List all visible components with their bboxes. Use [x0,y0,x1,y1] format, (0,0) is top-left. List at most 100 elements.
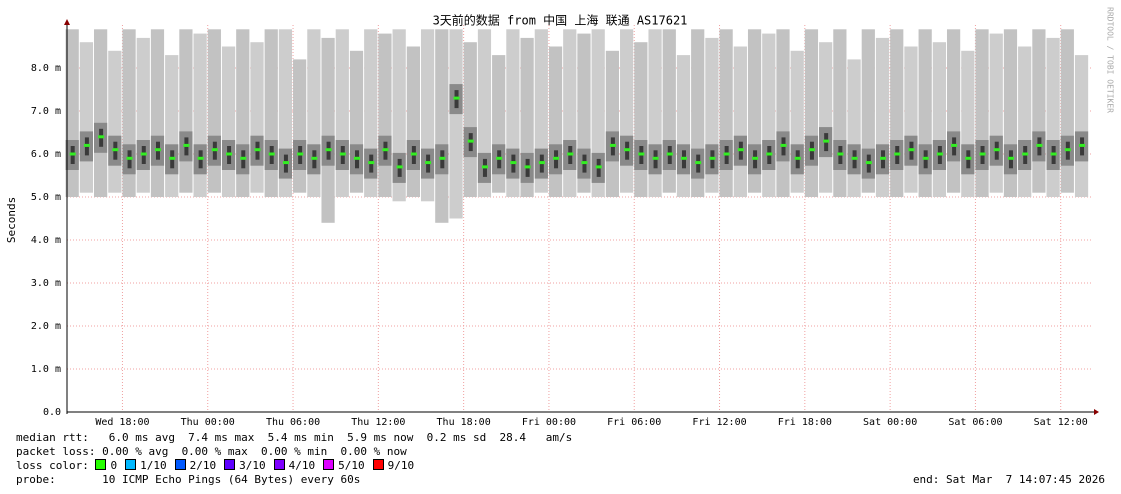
smoke [179,29,193,193]
smoke [620,29,634,193]
smoke [65,29,79,197]
x-tick-label: Sat 12:00 [1034,417,1088,428]
smoke [989,33,1003,193]
smoke [932,42,946,198]
watermark: RRDTOOL / TOBI OETIKER [1106,7,1115,113]
plot [65,29,1089,223]
median [695,161,702,165]
smoke [378,33,392,197]
median [538,161,545,165]
smoke [733,46,747,197]
y-axis-label: Seconds [5,197,18,243]
median [908,148,915,152]
y-tick-label: 0.0 [43,407,61,418]
median [69,152,76,156]
x-tick-label: Thu 18:00 [437,417,491,428]
loss-label: 5/10 [338,459,365,472]
median [254,148,261,152]
x-tick-label: Fri 06:00 [607,417,661,428]
smoke [1018,46,1032,197]
y-tick-label: 5.0 m [31,192,61,203]
loss-swatch [224,459,236,470]
median [723,152,730,156]
median [126,156,133,160]
median [410,152,417,156]
median [297,152,304,156]
median [154,148,161,152]
median [965,156,972,160]
median [709,156,716,160]
packet-loss: packet loss: 0.00 % avg 0.00 % max 0.00 … [16,445,407,458]
median [880,156,887,160]
smoke [1074,55,1089,197]
median [752,156,759,160]
median [339,152,346,156]
smoke [293,59,307,193]
median [638,152,645,156]
smoke [449,29,463,219]
smoke [676,55,691,197]
smoke [1046,37,1060,198]
median [936,152,943,156]
median [780,143,787,147]
smoke [833,29,847,197]
median [112,148,119,152]
median [652,156,659,160]
smoke [776,29,790,197]
median [496,156,503,160]
median [794,156,801,160]
median [1079,143,1086,147]
smoke [79,42,94,193]
median [922,156,929,160]
loss-label: 0 [110,459,118,472]
smoke [1032,29,1046,193]
median [951,143,958,147]
median [737,148,744,152]
smoke [264,29,278,197]
y-tick-label: 8.0 m [31,63,61,74]
median [1050,152,1057,156]
x-tick-label: Fri 12:00 [692,417,746,428]
median [453,96,460,100]
loss-swatch [273,459,285,470]
loss-swatch [95,459,107,470]
median [240,156,247,160]
y-tick-label: 1.0 m [31,364,61,375]
loss-swatch [323,459,335,470]
smoke [207,29,221,193]
median [567,152,574,156]
y-tick-label: 3.0 m [31,278,61,289]
median [808,148,815,152]
end-time: end: Sat Mar 7 14:07:45 2026 [912,473,1105,486]
loss-label: 4/10 [288,459,316,472]
median [595,165,602,169]
median [311,156,318,160]
median [666,152,673,156]
smoke [563,29,577,197]
loss-color: loss color: 0 1/10 2/10 3/10 4/10 5/10 9/10 [16,459,422,473]
median [1022,152,1029,156]
smoke [321,37,335,223]
smoke [762,33,776,197]
loss-label: 3/10 [239,459,266,472]
smoke [804,29,819,197]
median [481,165,488,169]
loss-swatch [125,459,137,470]
smoke [605,50,620,197]
smoke [961,50,975,197]
smoke [250,42,264,193]
y-arrow [64,19,70,25]
median [98,135,105,139]
smoke [406,46,420,197]
median [226,152,233,156]
grid: 0.0 1.0 m 2.0 m 3.0 m 4.0 m 5.0 m 6.0 m 7.0 m 8.… [31,25,1092,428]
smoke [548,46,563,197]
smoke [463,42,477,198]
median [354,156,361,160]
median [624,148,631,152]
smoke [819,42,833,193]
x-tick-label: Thu 06:00 [266,417,320,428]
probe: probe: 10 ICMP Echo Pings (64 Bytes) eve… [16,473,361,486]
smoke [94,29,108,197]
